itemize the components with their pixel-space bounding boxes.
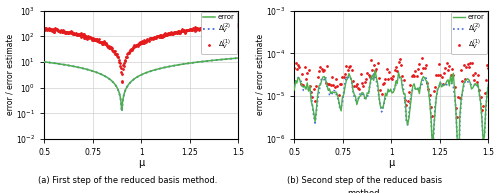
$\Delta_V^{(2)}$: [291, 85, 297, 87]
$\Delta_V^{(1)}$: [164, 34, 170, 36]
Text: (a) First step of the reduced basis method.: (a) First step of the reduced basis meth…: [38, 176, 217, 185]
Text: method.: method.: [348, 189, 382, 193]
error: [486, 83, 492, 85]
$\Delta_V^{(2)}$: [119, 110, 125, 113]
$\Delta_V^{(2)}$: [64, 64, 70, 66]
X-axis label: μ: μ: [388, 158, 394, 168]
$\Delta_V^{(1)}$: [183, 30, 189, 32]
$\Delta_V^{(2)}$: [183, 63, 189, 65]
X-axis label: μ: μ: [138, 158, 144, 168]
$\Delta_V^{(2)}$: [41, 61, 47, 63]
error: [119, 109, 125, 111]
Line: $\Delta_V^{(1)}$: $\Delta_V^{(1)}$: [293, 56, 490, 119]
$\Delta_V^{(2)}$: [164, 66, 170, 68]
$\Delta_V^{(1)}$: [393, 66, 399, 68]
$\Delta_V^{(2)}$: [118, 102, 124, 104]
$\Delta_V^{(1)}$: [355, 86, 361, 89]
$\Delta_V^{(1)}$: [182, 32, 188, 34]
Y-axis label: error / error estimate: error / error estimate: [256, 34, 264, 115]
Line: error: error: [294, 70, 488, 189]
$\Delta_V^{(1)}$: [291, 67, 297, 69]
error: [355, 99, 361, 101]
error: [291, 89, 297, 91]
$\Delta_V^{(2)}$: [182, 63, 188, 65]
$\Delta_V^{(1)}$: [118, 70, 124, 73]
$\Delta_V^{(1)}$: [419, 56, 425, 59]
$\Delta_V^{(1)}$: [64, 31, 70, 33]
error: [427, 101, 433, 103]
$\Delta_V^{(2)}$: [486, 83, 492, 85]
error: [394, 83, 400, 85]
$\Delta_V^{(1)}$: [220, 23, 226, 25]
error: [236, 57, 242, 59]
$\Delta_V^{(2)}$: [355, 98, 361, 100]
$\Delta_V^{(2)}$: [236, 57, 242, 59]
error: [368, 75, 374, 78]
Line: $\Delta_V^{(2)}$: $\Delta_V^{(2)}$: [294, 74, 488, 190]
$\Delta_V^{(2)}$: [456, 189, 462, 192]
$\Delta_V^{(2)}$: [394, 79, 400, 81]
Text: (b) Second step of the reduced basis: (b) Second step of the reduced basis: [288, 176, 442, 185]
$\Delta_V^{(2)}$: [427, 97, 433, 99]
Line: $\Delta_V^{(2)}$: $\Delta_V^{(2)}$: [44, 58, 238, 112]
Line: $\Delta_V^{(1)}$: $\Delta_V^{(1)}$: [42, 23, 239, 84]
error: [183, 63, 189, 65]
error: [402, 93, 408, 95]
Y-axis label: error / error estimate: error / error estimate: [6, 34, 15, 115]
error: [118, 101, 124, 103]
error: [164, 66, 170, 68]
$\Delta_V^{(1)}$: [104, 45, 110, 47]
$\Delta_V^{(1)}$: [368, 58, 374, 61]
error: [104, 76, 110, 79]
$\Delta_V^{(2)}$: [104, 76, 110, 79]
$\Delta_V^{(1)}$: [400, 79, 406, 81]
error: [456, 188, 462, 190]
Legend: error, $\Delta_V^{(2)}$, $\Delta_V^{(1)}$: error, $\Delta_V^{(2)}$, $\Delta_V^{(1)}…: [200, 12, 237, 54]
error: [372, 69, 378, 71]
error: [41, 61, 47, 63]
Line: error: error: [44, 58, 238, 110]
$\Delta_V^{(2)}$: [402, 101, 408, 104]
$\Delta_V^{(1)}$: [454, 116, 460, 118]
error: [182, 63, 188, 65]
$\Delta_V^{(2)}$: [453, 107, 459, 109]
$\Delta_V^{(1)}$: [486, 67, 492, 69]
$\Delta_V^{(1)}$: [236, 24, 242, 26]
Legend: error, $\Delta_V^{(2)}$, $\Delta_V^{(1)}$: error, $\Delta_V^{(2)}$, $\Delta_V^{(1)}…: [450, 12, 487, 54]
error: [453, 109, 459, 112]
$\Delta_V^{(1)}$: [427, 93, 433, 96]
error: [64, 64, 70, 66]
$\Delta_V^{(1)}$: [118, 81, 124, 83]
$\Delta_V^{(2)}$: [368, 79, 374, 82]
$\Delta_V^{(1)}$: [453, 107, 459, 109]
$\Delta_V^{(1)}$: [41, 26, 47, 29]
$\Delta_V^{(2)}$: [370, 73, 376, 75]
